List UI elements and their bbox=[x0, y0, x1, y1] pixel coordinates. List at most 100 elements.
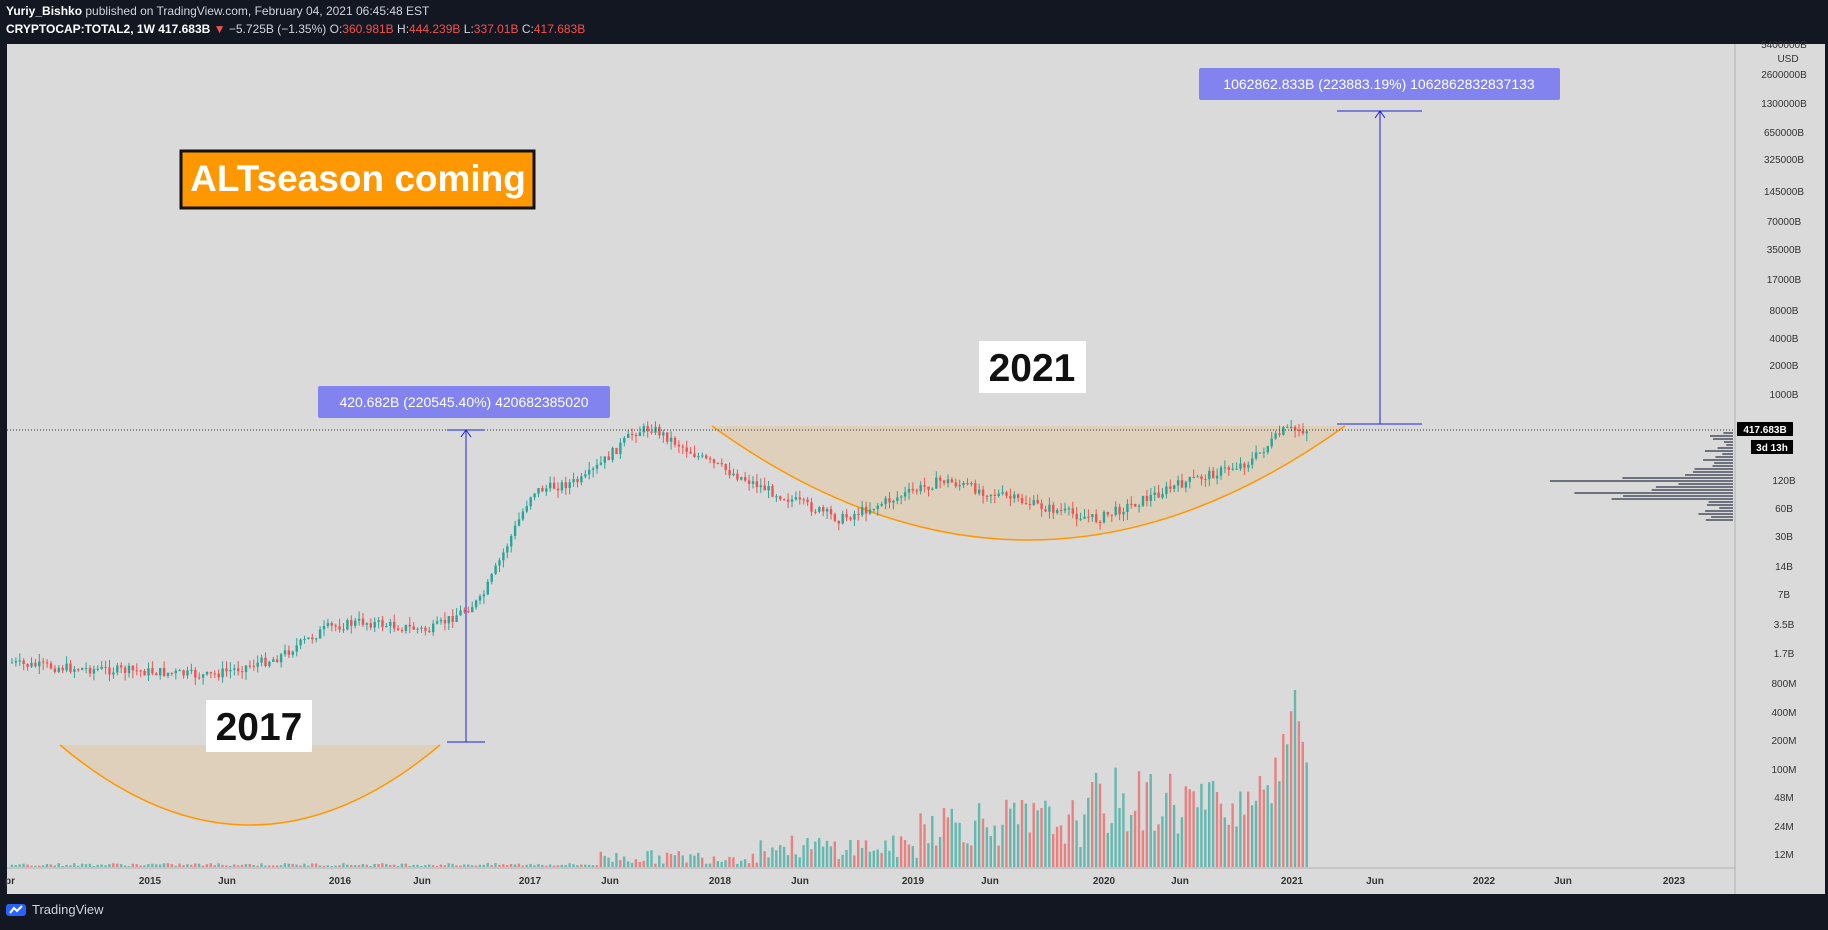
candle-body bbox=[84, 667, 88, 669]
candle-body bbox=[712, 459, 716, 463]
candle-body bbox=[1122, 512, 1125, 515]
y-tick-label: 1.7B bbox=[1774, 649, 1795, 660]
volume-bar bbox=[494, 863, 497, 867]
y-tick-label: 14B bbox=[1775, 562, 1793, 573]
candle-body bbox=[53, 668, 57, 672]
volume-bar bbox=[872, 850, 875, 867]
volume-bar bbox=[1052, 833, 1055, 867]
volume-bar bbox=[178, 863, 181, 867]
tradingview-footer[interactable]: TradingView bbox=[6, 902, 104, 917]
volume-bar bbox=[541, 864, 544, 867]
rounding-bottom-arc-2021[interactable] bbox=[711, 425, 1346, 541]
measure-label-2-box[interactable] bbox=[1199, 68, 1560, 100]
volume-bar bbox=[810, 849, 813, 867]
candle-body bbox=[482, 594, 486, 597]
candle-body bbox=[1001, 492, 1004, 494]
year-2021-box[interactable] bbox=[979, 341, 1086, 393]
candle-body bbox=[1017, 494, 1020, 498]
candle-body bbox=[786, 499, 790, 502]
candle-body bbox=[767, 486, 770, 491]
candle-body bbox=[1212, 470, 1215, 479]
volume-bar bbox=[131, 863, 134, 867]
y-tick-label: 30B bbox=[1775, 532, 1793, 543]
x-tick-label: 2015 bbox=[139, 876, 162, 887]
volume-bar bbox=[455, 865, 458, 867]
volume-bar bbox=[1254, 800, 1258, 867]
volume-bar bbox=[888, 850, 891, 867]
candle-body bbox=[736, 473, 739, 480]
measure-label-1-box[interactable] bbox=[318, 386, 610, 418]
volume-bar bbox=[599, 851, 602, 867]
volume-bar bbox=[907, 844, 911, 867]
volume-bar bbox=[80, 863, 84, 867]
candle-body bbox=[755, 481, 759, 488]
candle-body bbox=[1141, 495, 1145, 506]
candle-body bbox=[471, 607, 474, 613]
altseason-callout-box[interactable] bbox=[179, 149, 536, 210]
price-tag-box bbox=[1737, 422, 1793, 436]
volume-bar bbox=[116, 863, 119, 867]
volume-bar bbox=[1098, 783, 1102, 867]
volume-profile-row bbox=[1712, 438, 1733, 440]
candle-body bbox=[1278, 433, 1281, 435]
candle-body bbox=[447, 616, 450, 624]
volume-bar bbox=[463, 864, 466, 867]
volume-bar bbox=[213, 865, 216, 867]
volume-bar bbox=[135, 864, 138, 867]
candle-body bbox=[182, 670, 185, 676]
volume-bar bbox=[127, 865, 131, 867]
volume-bar bbox=[935, 845, 938, 867]
volume-bar bbox=[428, 864, 431, 867]
volume-bar bbox=[950, 808, 953, 867]
volume-bar bbox=[751, 853, 755, 867]
candle-body bbox=[1251, 458, 1254, 465]
candle-body bbox=[432, 623, 435, 633]
volume-bar bbox=[938, 836, 942, 867]
symbol-legend: CRYPTOCAP:TOTAL2, 1W 417.683B ▼ −5.725B … bbox=[6, 22, 585, 36]
candle-body bbox=[818, 507, 821, 512]
volume-bar bbox=[248, 864, 251, 867]
candle-body bbox=[1223, 467, 1227, 469]
author-name[interactable]: Yuriy_Bishko bbox=[6, 4, 83, 18]
rounding-bottom-arc-2017[interactable] bbox=[59, 744, 441, 826]
candle-body bbox=[689, 451, 692, 454]
candle-body bbox=[751, 481, 755, 484]
volume-bar bbox=[716, 861, 719, 867]
candle-body bbox=[276, 659, 279, 663]
volume-bar bbox=[69, 865, 72, 867]
year-2017-box[interactable] bbox=[206, 700, 312, 752]
y-tick-label: 100M bbox=[1771, 765, 1796, 776]
candle-body bbox=[927, 486, 930, 490]
candle-body bbox=[627, 433, 630, 438]
volume-profile-row bbox=[1622, 477, 1733, 479]
candle-body bbox=[981, 489, 985, 496]
volume-bar bbox=[638, 861, 641, 867]
candle-body bbox=[1227, 467, 1230, 470]
volume-bar bbox=[685, 862, 688, 867]
volume-bar bbox=[1289, 711, 1293, 867]
candle-body bbox=[958, 485, 961, 487]
volume-bar bbox=[151, 863, 154, 867]
x-tick-label: 2017 bbox=[519, 876, 542, 887]
candle-body bbox=[783, 499, 786, 501]
price-axis[interactable] bbox=[1735, 44, 1825, 894]
volume-bar bbox=[767, 857, 770, 867]
volume-bar bbox=[18, 864, 21, 867]
candle-body bbox=[1137, 505, 1141, 507]
y-tick-label: 145000B bbox=[1764, 187, 1804, 198]
candle-body bbox=[708, 458, 712, 460]
volume-bar bbox=[104, 865, 107, 867]
x-tick-label: pr bbox=[5, 876, 15, 887]
candle-body bbox=[1286, 426, 1289, 428]
volume-bar bbox=[1055, 826, 1059, 867]
candle-body bbox=[463, 610, 466, 612]
volume-bar bbox=[1126, 831, 1129, 867]
candle-body bbox=[428, 630, 431, 633]
candle-body bbox=[478, 596, 482, 601]
volume-bar bbox=[981, 818, 985, 867]
volume-bar bbox=[357, 865, 361, 867]
volume-bar bbox=[88, 863, 92, 867]
volume-bar bbox=[400, 863, 404, 867]
tradingview-brand: TradingView bbox=[32, 902, 104, 917]
